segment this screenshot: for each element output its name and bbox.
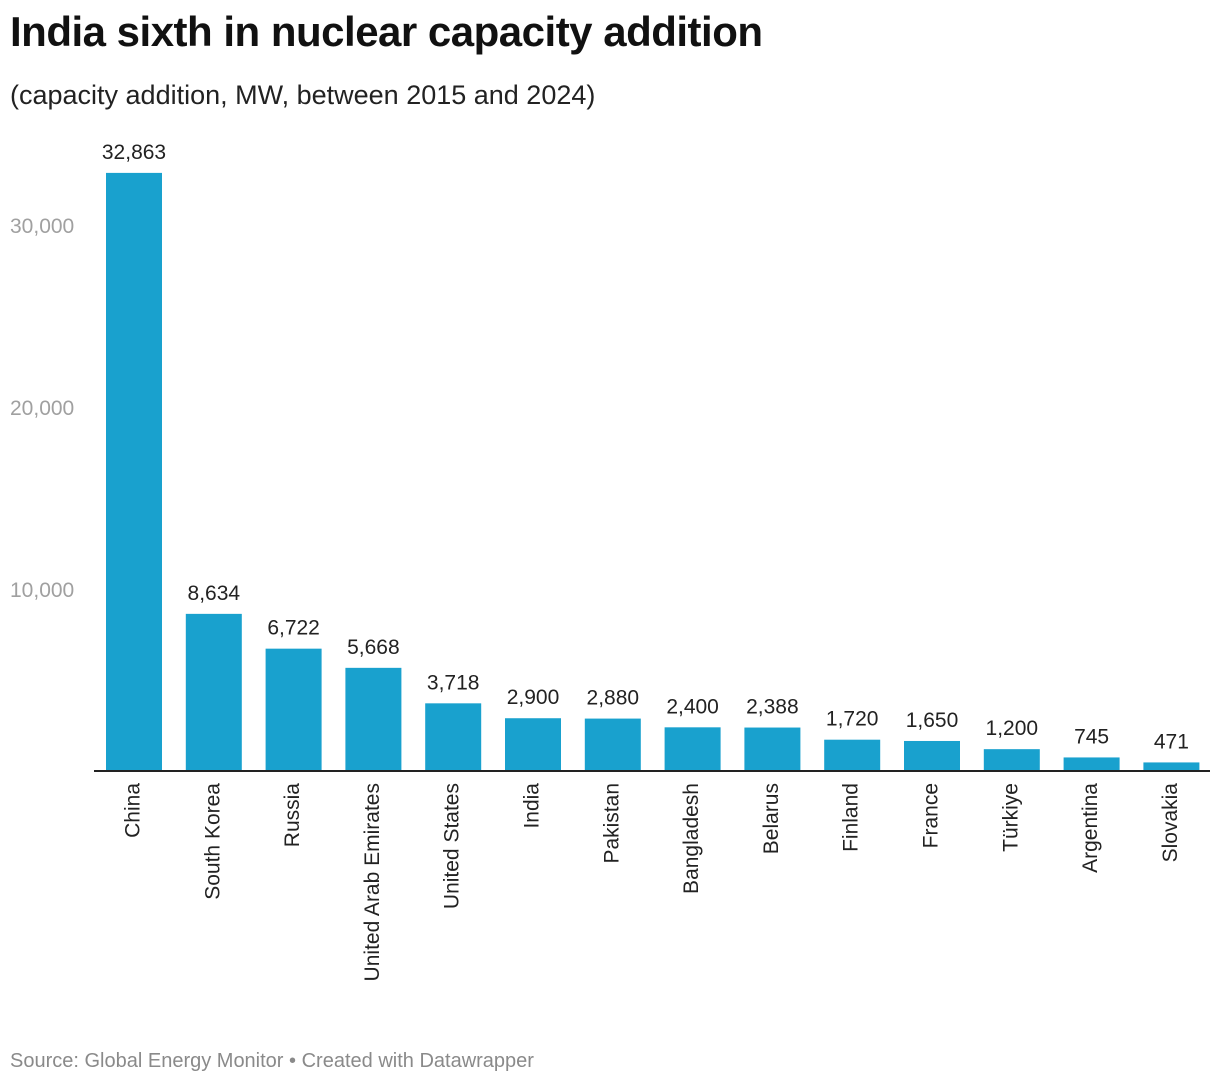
category-label: Russia bbox=[281, 783, 304, 848]
value-label: 1,200 bbox=[986, 717, 1039, 740]
bar-slovakia bbox=[1143, 762, 1200, 771]
bar-china bbox=[106, 172, 162, 771]
bar-united-states bbox=[425, 703, 482, 771]
category-label: Slovakia bbox=[1159, 783, 1182, 863]
chart-title: India sixth in nuclear capacity addition bbox=[10, 8, 763, 55]
value-label: 8,634 bbox=[188, 582, 241, 605]
category-label: Türkiye bbox=[999, 783, 1022, 852]
value-label: 2,400 bbox=[666, 695, 719, 718]
bar-t-rkiye bbox=[983, 749, 1040, 771]
category-label: United Arab Emirates bbox=[361, 783, 384, 981]
category-label: France bbox=[920, 783, 943, 848]
y-tick-label: 30,000 bbox=[10, 215, 74, 238]
category-label: Bangladesh bbox=[680, 783, 703, 894]
bar-chart: 10,000 20,000 30,000 32,863 China 8,634 South … bbox=[10, 141, 1210, 981]
value-label: 32,863 bbox=[102, 141, 166, 164]
bar-pakistan bbox=[584, 718, 641, 771]
category-label: Finland bbox=[840, 783, 863, 852]
source-note: Source: Global Energy Monitor bbox=[10, 1050, 284, 1072]
bar-france bbox=[904, 740, 960, 771]
value-label: 2,880 bbox=[587, 687, 640, 710]
category-label: Argentina bbox=[1079, 783, 1102, 873]
bar-russia bbox=[265, 648, 322, 771]
value-label: 5,668 bbox=[347, 636, 400, 659]
footer-separator: • bbox=[289, 1050, 297, 1072]
y-tick-label: 10,000 bbox=[10, 579, 74, 602]
category-label: China bbox=[122, 783, 145, 838]
category-label: United States bbox=[441, 783, 464, 909]
bar-united-arab-emirates bbox=[345, 667, 402, 771]
value-label: 6,722 bbox=[267, 617, 320, 640]
value-label: 2,900 bbox=[507, 686, 560, 709]
category-label: South Korea bbox=[201, 783, 224, 900]
value-label: 745 bbox=[1074, 725, 1109, 748]
bar-south-korea bbox=[185, 613, 242, 771]
y-tick-label: 20,000 bbox=[10, 397, 74, 420]
category-label: Pakistan bbox=[600, 783, 623, 864]
category-label: India bbox=[521, 783, 544, 829]
bar-belarus bbox=[744, 727, 801, 771]
bar-india bbox=[505, 718, 561, 771]
bar-bangladesh bbox=[664, 727, 721, 771]
chart-footer: Source: Global Energy Monitor • Created … bbox=[10, 1050, 534, 1073]
value-label: 471 bbox=[1154, 730, 1189, 753]
bar-finland bbox=[824, 739, 881, 771]
category-label: Belarus bbox=[760, 783, 783, 854]
value-label: 2,388 bbox=[746, 696, 799, 719]
bar-argentina bbox=[1063, 757, 1120, 771]
value-label: 1,720 bbox=[826, 708, 879, 731]
datawrapper-credit[interactable]: Created with Datawrapper bbox=[301, 1050, 534, 1072]
value-label: 3,718 bbox=[427, 671, 480, 694]
chart-subtitle: (capacity addition, MW, between 2015 and… bbox=[10, 80, 596, 110]
value-label: 1,650 bbox=[906, 709, 959, 732]
